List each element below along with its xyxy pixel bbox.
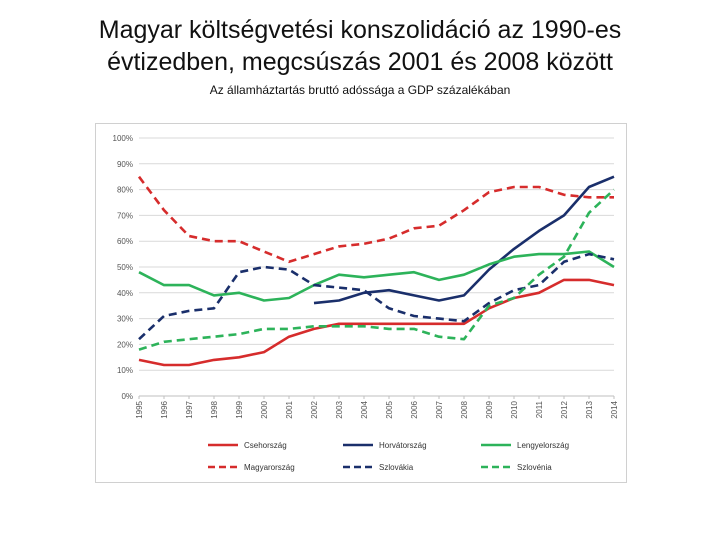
- x-tick-label: 2003: [335, 400, 344, 418]
- x-tick-label: 2002: [310, 400, 319, 418]
- title-line-1: Magyar költségvetési konszolidáció az 19…: [98, 16, 622, 44]
- legend-label: Csehország: [244, 441, 287, 450]
- line-chart: 0% 10% 20% 30% 40% 50% 60% 70% 80% 90% 100% 1995 199…: [113, 134, 619, 472]
- series-line-4: [137, 175, 614, 264]
- legend-label: Horvátország: [379, 441, 427, 450]
- x-tick-label: 1995: [135, 400, 144, 418]
- y-tick-label: 30%: [117, 315, 133, 324]
- x-tick-label: 1997: [185, 400, 194, 418]
- x-tick-label: 2006: [410, 400, 419, 418]
- x-tick-label: 2011: [535, 400, 544, 418]
- x-tick-label: 2007: [435, 400, 444, 418]
- y-tick-label: 70%: [117, 211, 133, 220]
- x-tick-label: 2008: [460, 400, 469, 418]
- x-tick-label: 1999: [235, 400, 244, 418]
- x-tick-label: 2009: [485, 400, 494, 418]
- x-tick-label: 1996: [160, 400, 169, 418]
- x-tick-label: 2012: [560, 400, 569, 418]
- y-tick-label: 80%: [117, 186, 133, 195]
- chart-title: Magyar költségvetési konszolidáció az 19…: [0, 14, 720, 78]
- legend-label: Magyarország: [244, 463, 295, 472]
- y-tick-label: 0%: [121, 392, 133, 401]
- series-line-6: [138, 188, 615, 351]
- x-tick-label: 2005: [385, 400, 394, 418]
- legend-label: Szlovénia: [517, 463, 552, 472]
- y-tick-label: 60%: [117, 237, 133, 246]
- y-tick-label: 100%: [113, 134, 133, 143]
- x-tick-label: 2014: [610, 400, 619, 418]
- x-tick-label: 2010: [510, 400, 519, 418]
- series-line-5: [138, 252, 615, 341]
- title-line-2: évtizedben, megcsúszás 2001 és 2008 közö…: [107, 48, 613, 76]
- y-tick-label: 40%: [117, 289, 133, 298]
- y-tick-label: 90%: [117, 160, 133, 169]
- x-tick-label: 2001: [285, 400, 294, 418]
- y-tick-label: 10%: [117, 366, 133, 375]
- chart-subtitle: Az államháztartás bruttó adóssága a GDP …: [209, 83, 511, 97]
- x-tick-label: 1998: [210, 400, 219, 418]
- series-line-3: [138, 250, 615, 302]
- x-tick-label: 2013: [585, 400, 594, 418]
- y-tick-label: 50%: [117, 263, 133, 272]
- series-line-1: [138, 278, 615, 367]
- series-line-2: [313, 175, 615, 305]
- x-tick-label: 2000: [260, 400, 269, 418]
- legend-label: Szlovákia: [379, 463, 414, 472]
- chart-container: 0% 10% 20% 30% 40% 50% 60% 70% 80% 90% 100% 1995 199…: [95, 123, 627, 483]
- x-tick-label: 2004: [360, 400, 369, 418]
- y-tick-label: 20%: [117, 340, 133, 349]
- legend-label: Lengyelország: [517, 441, 569, 450]
